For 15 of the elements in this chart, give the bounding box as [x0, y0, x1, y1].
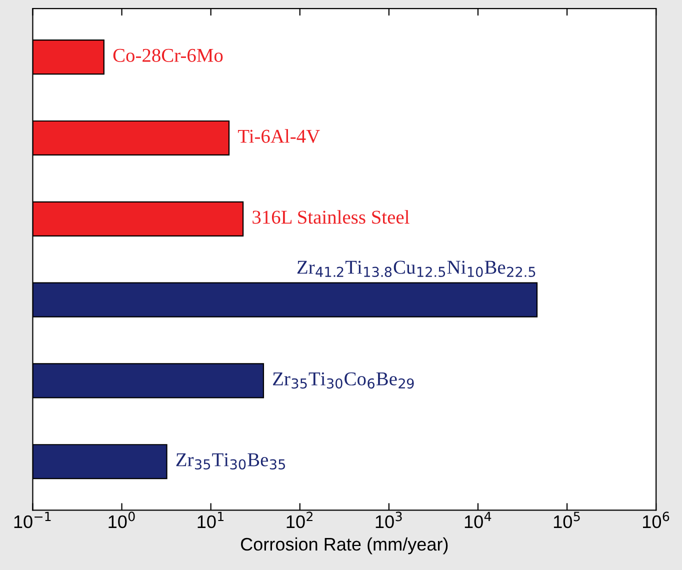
x-tick-label: 10$^{5}$: [554, 512, 580, 528]
y-tick-label: 316L Stainless Steel: [252, 210, 410, 224]
x-axis-title: Corrosion Rate (mm/year): [240, 537, 448, 554]
x-tick-label: 10$^{1}$: [198, 512, 224, 528]
y-tick-label: Zr$_{35}$Ti$_{30}$Co$_{6}$Be$_{29}$: [273, 372, 414, 389]
y-tick-label: Ti-6Al-4V: [238, 129, 320, 143]
y-tick-label: Co-28Cr-6Mo: [113, 48, 223, 62]
x-tick-label: 10$^{3}$: [376, 512, 402, 528]
x-tick-label: 10$^{2}$: [286, 512, 312, 528]
x-tick-label: 10$^{6}$: [643, 512, 670, 528]
y-tick-label: Zr$_{35}$Ti$_{30}$Be$_{35}$: [176, 453, 286, 470]
x-tick-label: 10$^{0}$: [108, 512, 135, 528]
category-label: Zr$_{41.2}$Ti$_{13.8}$Cu$_{12.5}$Ni$_{10}$Be$_{22.5}$: [297, 260, 536, 278]
x-tick-label: 10$^{−1}$: [14, 512, 51, 528]
x-tick-label: 10$^{4}$: [464, 512, 492, 528]
